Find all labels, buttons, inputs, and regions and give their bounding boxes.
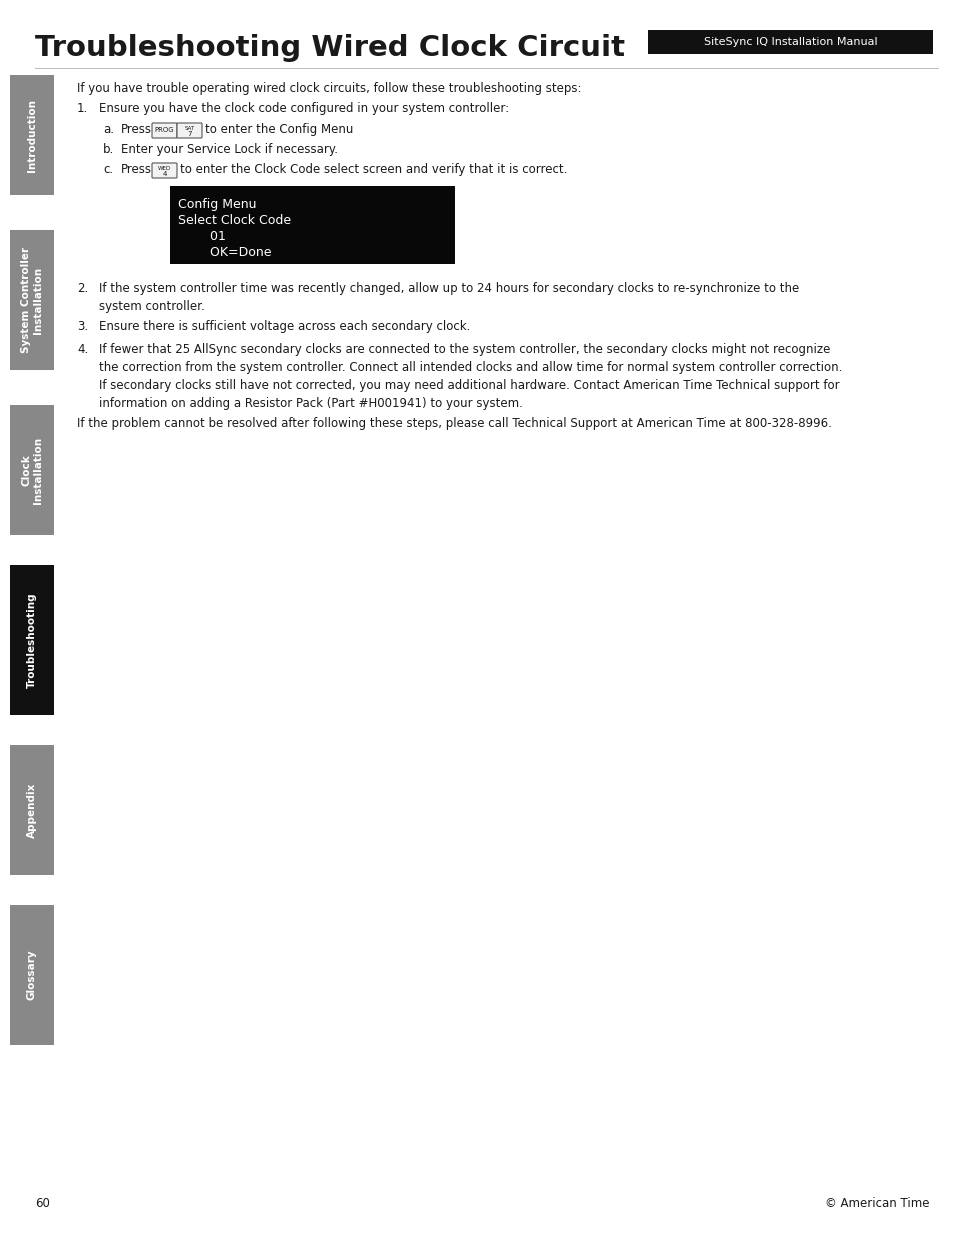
Text: OK=Done: OK=Done [178,246,272,259]
FancyBboxPatch shape [152,163,177,178]
Text: 01: 01 [178,230,226,243]
Text: Ensure you have the clock code configured in your system controller:: Ensure you have the clock code configure… [99,103,509,115]
Text: Appendix: Appendix [27,782,37,837]
Text: 2.: 2. [77,282,89,295]
Text: 3.: 3. [77,320,88,333]
Text: Press: Press [121,124,152,136]
Text: Introduction: Introduction [27,99,37,172]
Text: SiteSync IQ Installation Manual: SiteSync IQ Installation Manual [703,37,877,47]
FancyBboxPatch shape [177,124,202,138]
Text: Troubleshooting: Troubleshooting [27,593,37,688]
Text: If the system controller time was recently changed, allow up to 24 hours for sec: If the system controller time was recent… [99,282,799,312]
Text: 4: 4 [162,170,167,177]
Text: If the problem cannot be resolved after following these steps, please call Techn: If the problem cannot be resolved after … [77,417,831,430]
Bar [10,230,54,370]
Text: 4.: 4. [77,343,89,356]
Text: 1.: 1. [77,103,89,115]
Text: b.: b. [103,143,114,156]
Text: a.: a. [103,124,113,136]
Bar [10,905,54,1045]
Text: If fewer that 25 AllSync secondary clocks are connected to the system controller: If fewer that 25 AllSync secondary clock… [99,343,841,410]
Text: Clock
Installation: Clock Installation [21,436,43,504]
Bar [10,405,54,535]
FancyBboxPatch shape [152,124,177,138]
Text: SAT: SAT [184,126,194,131]
Text: 60: 60 [35,1197,50,1210]
Text: to enter the Config Menu: to enter the Config Menu [205,124,353,136]
Text: © American Time: © American Time [824,1197,929,1210]
Bar [10,745,54,876]
Text: Ensure there is sufficient voltage across each secondary clock.: Ensure there is sufficient voltage acros… [99,320,470,333]
Text: 7: 7 [187,131,192,137]
Bar [10,564,54,715]
Text: c.: c. [103,163,113,177]
Text: WED: WED [158,165,171,170]
Text: Select Clock Code: Select Clock Code [178,214,291,227]
Bar [170,186,455,264]
Text: Troubleshooting Wired Clock Circuit: Troubleshooting Wired Clock Circuit [35,35,624,62]
Text: Config Menu: Config Menu [178,198,256,211]
Text: System Controller
Installation: System Controller Installation [21,247,43,353]
Text: Press: Press [121,163,152,177]
Text: PROG: PROG [154,127,174,133]
Text: to enter the Clock Code select screen and verify that it is correct.: to enter the Clock Code select screen an… [180,163,567,177]
Bar [10,75,54,195]
Text: Glossary: Glossary [27,950,37,1000]
Text: If you have trouble operating wired clock circuits, follow these troubleshooting: If you have trouble operating wired cloc… [77,82,581,95]
Bar [647,30,932,54]
Text: Enter your Service Lock if necessary.: Enter your Service Lock if necessary. [121,143,337,156]
